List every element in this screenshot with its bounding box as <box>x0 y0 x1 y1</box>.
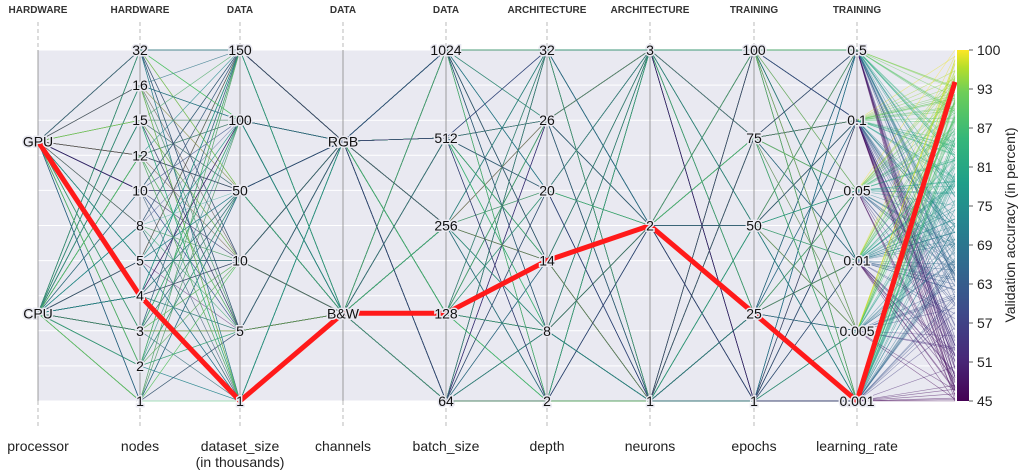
axis-tick-label: 75 <box>746 130 762 146</box>
axis-tick-label: 0.5 <box>847 42 867 58</box>
run-line <box>37 49 956 402</box>
axis-tick-label: 100 <box>742 42 766 58</box>
axis-tick-label: 8 <box>543 323 551 339</box>
axis-category-label: HARDWARE <box>111 5 170 16</box>
axis-name: depth <box>529 438 564 454</box>
axis-tick-label: 2 <box>543 393 551 409</box>
axis-tick-label: 32 <box>539 42 555 58</box>
axis-tick-label: 32 <box>132 42 148 58</box>
highlight-line <box>35 81 958 404</box>
axis-category-label: DATA <box>330 5 356 16</box>
axis-tick-label: 100 <box>228 112 252 128</box>
axis-name: batch_size <box>413 438 480 454</box>
axis-tick-label: RGB <box>328 133 358 149</box>
axis-tick-label: 2 <box>136 358 144 374</box>
axis-tick-label: B&W <box>327 305 360 321</box>
axis-name: dataset_size <box>201 438 280 454</box>
colorbar-tick-label: 51 <box>977 354 993 370</box>
axis-tick-label: 512 <box>434 130 458 146</box>
axis-category-label: DATA <box>433 5 459 16</box>
axis-tick-label: 0.005 <box>839 323 874 339</box>
axis-name: epochs <box>731 438 776 454</box>
axis-tick-label: 12 <box>132 147 148 163</box>
run-line <box>37 137 956 402</box>
axis-tick-label: 16 <box>132 77 148 93</box>
axis-category-label: DATA <box>227 5 253 16</box>
axis-tick-label: 0.01 <box>843 253 870 269</box>
axis-category-label: HARDWARE <box>9 5 68 16</box>
colorbar-tick-label: 45 <box>977 393 993 409</box>
axis-tick-label: 5 <box>136 253 144 269</box>
axis-tick-label: 1 <box>646 393 654 409</box>
axis-tick-label: 5 <box>236 323 244 339</box>
axis-category-label: ARCHITECTURE <box>611 5 690 16</box>
axis-tick-label: 0.001 <box>839 393 874 409</box>
axis-name: processor <box>7 438 69 454</box>
axis-tick-label: 256 <box>434 218 458 234</box>
axis-tick-label: 1024 <box>430 42 461 58</box>
axis-tick-label: 20 <box>539 182 555 198</box>
colorbar-tick-label: 100 <box>977 42 1001 58</box>
axis-tick-label: 2 <box>646 218 654 234</box>
axis-tick-label: 50 <box>746 218 762 234</box>
axis-category-label: ARCHITECTURE <box>508 5 587 16</box>
axes <box>37 22 858 428</box>
axis-tick-label: 26 <box>539 112 555 128</box>
axis-tick-label: 0.1 <box>847 112 867 128</box>
colorbar-tick-label: 75 <box>977 198 993 214</box>
axis-tick-label: CPU <box>23 305 53 321</box>
run-line <box>37 49 956 402</box>
axis-tick-label: 8 <box>136 218 144 234</box>
axis-tick-label: 4 <box>136 288 144 304</box>
axis-tick-label: 1 <box>750 393 758 409</box>
axis-tick-label: 150 <box>228 42 252 58</box>
colorbar-tick-label: 81 <box>977 159 993 175</box>
axis-category-label: TRAINING <box>730 5 779 16</box>
axis-tick-label: 10 <box>132 182 148 198</box>
axis-tick-label: GPU <box>23 133 53 149</box>
colorbar-tick-label: 69 <box>977 237 993 253</box>
axis-tick-label: 64 <box>438 393 454 409</box>
axis-name: nodes <box>121 438 159 454</box>
axis-tick-label: 15 <box>132 112 148 128</box>
colorbar-tick-label: 93 <box>977 81 993 97</box>
colorbar-gradient <box>957 50 969 401</box>
axis-tick-label: 10 <box>232 253 248 269</box>
axis-tick-label: 128 <box>434 305 458 321</box>
axis-tick-label: 0.05 <box>843 182 870 198</box>
colorbar-tick-label: 57 <box>977 315 993 331</box>
axis-tick-label: 14 <box>539 253 555 269</box>
highlighted-run <box>35 81 958 404</box>
run-line <box>37 49 956 332</box>
axis-name-line2: (in thousands) <box>196 454 285 470</box>
colorbar: Validation accuracy (in percent) 100 93 87… <box>957 42 1018 409</box>
axis-tick-label: 25 <box>746 305 762 321</box>
colorbar-label: Validation accuracy (in percent) <box>1002 127 1018 322</box>
axis-name: channels <box>315 438 371 454</box>
axis-tick-label: 50 <box>232 182 248 198</box>
colorbar-tick-label: 87 <box>977 120 993 136</box>
axis-tick-label: 3 <box>136 323 144 339</box>
data-lines <box>37 48 956 403</box>
axis-name: neurons <box>625 438 676 454</box>
axis-tick-label: 1 <box>236 393 244 409</box>
axis-tick-label: 1 <box>136 393 144 409</box>
axis-tick-label: 3 <box>646 42 654 58</box>
axis-category-label: TRAINING <box>833 5 882 16</box>
axis-name: learning_rate <box>816 438 898 454</box>
colorbar-tick-label: 63 <box>977 276 993 292</box>
run-line <box>37 49 956 402</box>
axis-labels: HARDWAREprocessorGPUCPUHARDWAREnodes3216… <box>7 5 898 470</box>
